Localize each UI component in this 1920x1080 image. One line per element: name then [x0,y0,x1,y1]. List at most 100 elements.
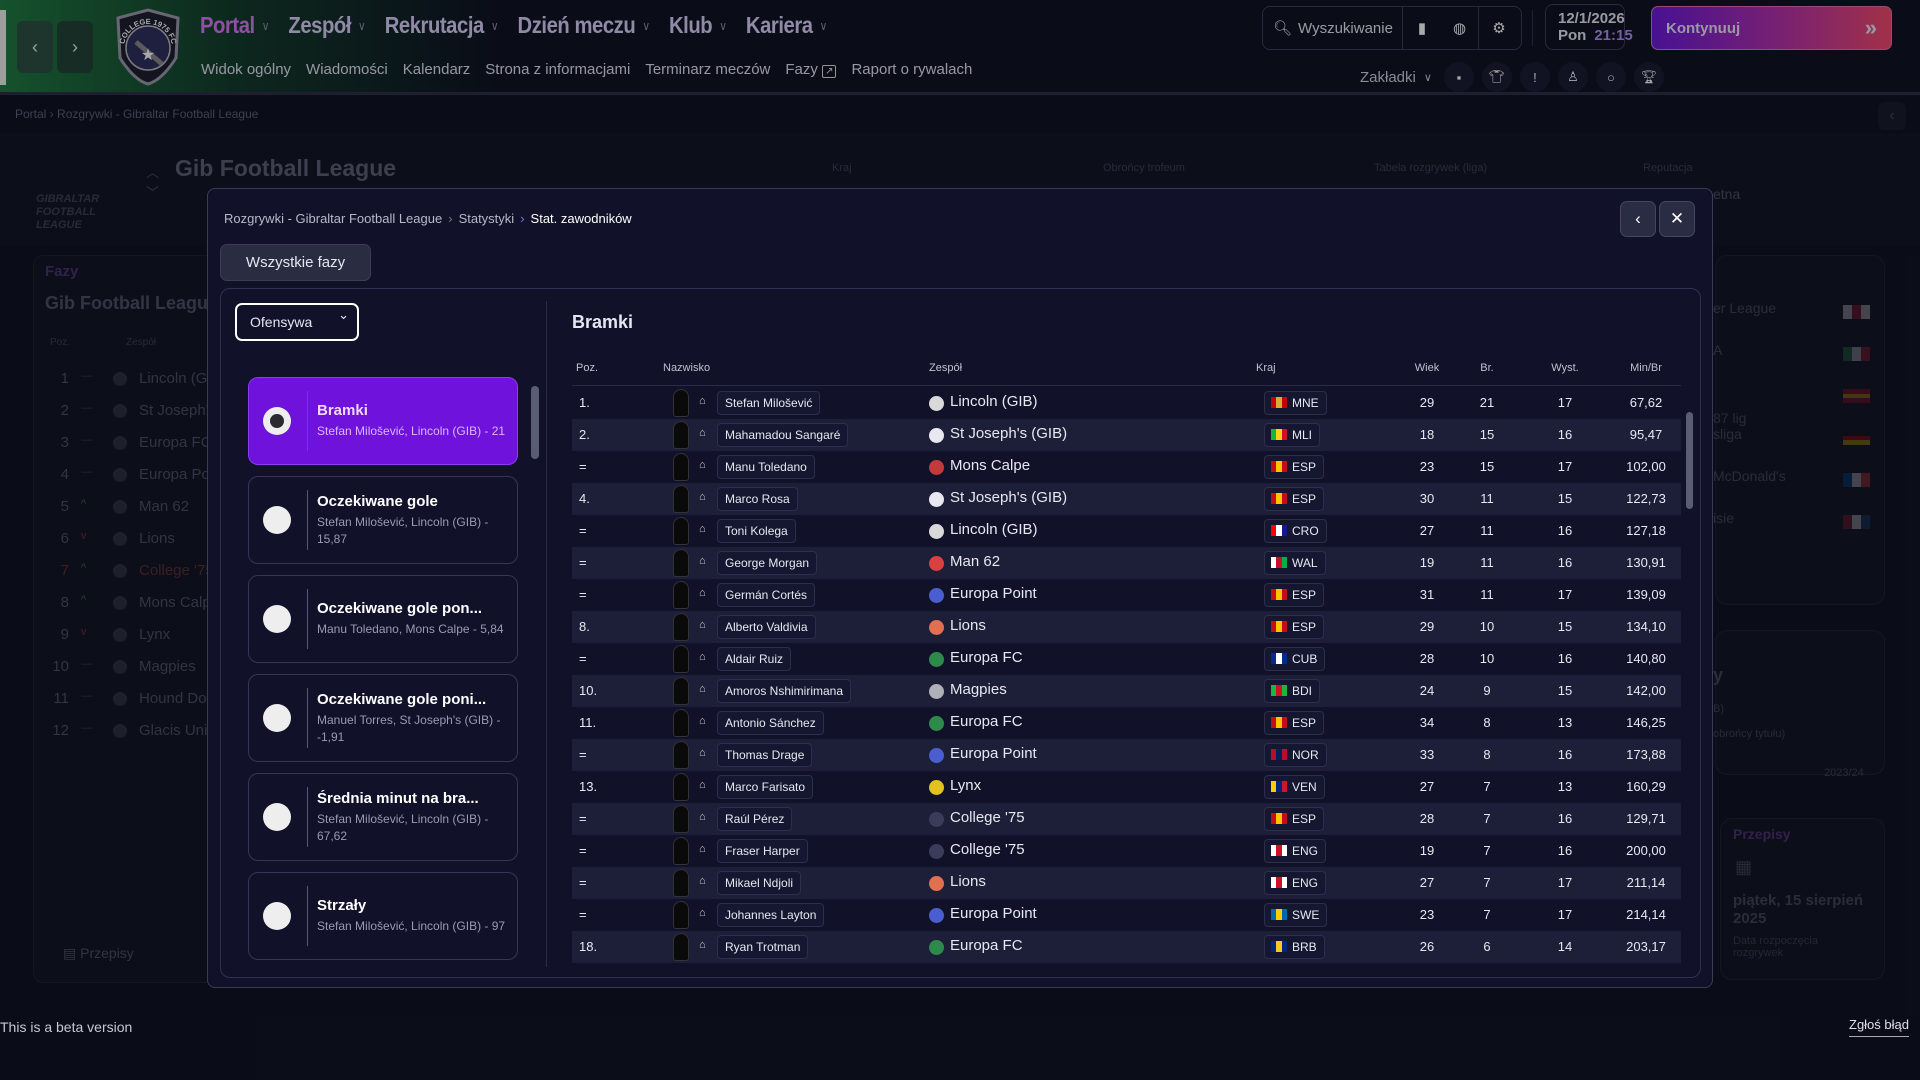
player-name-link[interactable]: Johannes Layton [717,903,825,927]
forward-button[interactable]: › [57,21,93,73]
stat-card[interactable]: Oczekiwane gole Stefan Milošević, Lincoln… [248,476,518,564]
table-scrollbar[interactable] [1686,412,1693,509]
stat-list-scrollbar[interactable] [531,386,539,459]
chat-icon[interactable]: ▪ [1443,62,1474,92]
header-nation[interactable]: Kraj [1256,362,1276,374]
stat-card[interactable]: Średnia minut na bra... Stefan Milošević,… [248,773,518,861]
player-profile-icon[interactable]: ⌂ [699,587,706,599]
subnav-item[interactable]: Raport o rywalach [851,61,972,78]
report-bug-link[interactable]: Zgłoś błąd [1849,1017,1909,1037]
table-row[interactable]: = ⌂ Manu Toledano Mons Calpe ESP 23 15 1… [572,451,1681,483]
player-profile-icon[interactable]: ⌂ [699,747,706,759]
rules-link[interactable]: ▤ Przepisy [63,945,134,961]
team-link[interactable]: College '75 [950,841,1025,858]
all-phases-button[interactable]: Wszystkie fazy [220,244,371,281]
modal-close-button[interactable]: ✕ [1659,201,1695,237]
chevron-down-icon[interactable]: ∨ [1423,71,1432,84]
player-name-link[interactable]: Marco Farisato [717,775,814,799]
header-age[interactable]: Wiek [1414,362,1440,374]
player-profile-icon[interactable]: ⌂ [699,491,706,503]
nation-link[interactable]: NOR [1264,743,1327,767]
subnav-item[interactable]: Strona z informacjami [485,61,630,78]
table-row[interactable]: 4. ⌂ Marco Rosa St Joseph's (GIB) ESP 30… [572,483,1681,515]
player-profile-icon[interactable]: ⌂ [699,715,706,727]
continue-button[interactable]: Kontynuuj » [1651,6,1892,50]
league-item[interactable]: isie [1713,510,1735,526]
nation-link[interactable]: VEN [1264,775,1325,799]
player-profile-icon[interactable]: ⌂ [699,555,706,567]
nation-link[interactable]: ENG [1264,871,1327,895]
radio-button[interactable] [263,803,291,831]
trophy-icon[interactable]: 🏆︎ [1633,62,1664,92]
bg-table-row[interactable]: 6 v Lions [45,530,175,547]
player-profile-icon[interactable]: ⌂ [699,619,706,631]
player-name-link[interactable]: Stefan Milošević [717,391,821,415]
team-link[interactable]: Mons Calpe [950,457,1031,474]
league-item[interactable]: er League [1713,300,1777,316]
table-row[interactable]: = ⌂ Fraser Harper College '75 ENG 19 7 1… [572,835,1681,867]
player-name-link[interactable]: Fraser Harper [717,839,808,863]
table-row[interactable]: = ⌂ Johannes Layton Europa Point SWE 23 … [572,899,1681,931]
league-item[interactable]: McDonald's [1713,468,1786,484]
alert-icon[interactable]: ! [1519,62,1550,92]
bg-table-row[interactable]: 8 ^ Mons Calpe [45,594,219,611]
subnav-item[interactable]: Kalendarz [403,61,471,78]
table-row[interactable]: = ⌂ Thomas Drage Europa Point NOR 33 8 1… [572,739,1681,771]
radio-button[interactable] [263,902,291,930]
player-profile-icon[interactable]: ⌂ [699,651,706,663]
nation-link[interactable]: SWE [1264,903,1328,927]
bookmark-icon[interactable]: ▮ [1417,20,1427,37]
team-link[interactable]: Magpies [950,681,1007,698]
nation-link[interactable]: ESP [1264,487,1325,511]
team-link[interactable]: Europa FC [950,713,1023,730]
header-goals[interactable]: Br. [1480,362,1494,374]
nav-0[interactable]: Portal ∨ [200,12,270,39]
table-row[interactable]: 8. ⌂ Alberto Valdivia Lions ESP 29 10 15… [572,611,1681,643]
category-select[interactable]: Ofensywa ⌄ [235,303,359,341]
team-link[interactable]: Europa FC [950,649,1023,666]
date-display[interactable]: 12/1/2026 Pon 21:15 [1545,4,1633,50]
nav-5[interactable]: Kariera ∨ [746,12,827,39]
header-name[interactable]: Nazwisko [663,362,711,374]
player-name-link[interactable]: Manu Toledano [717,455,815,479]
shirt-icon[interactable]: 👕︎ [1481,62,1512,92]
header-team[interactable]: Zespół [929,362,963,374]
table-row[interactable]: 18. ⌂ Ryan Trotman Europa FC BRB 26 6 14… [572,931,1681,963]
team-link[interactable]: Europa Point [950,585,1037,602]
collapse-panel-button[interactable]: ‹ [1878,102,1906,130]
nation-link[interactable]: MLI [1264,423,1321,447]
nation-link[interactable]: ENG [1264,839,1327,863]
team-link[interactable]: Lincoln (GIB) [950,521,1038,538]
player-profile-icon[interactable]: ⌂ [699,939,706,951]
table-row[interactable]: = ⌂ George Morgan Man 62 WAL 19 11 16 13… [572,547,1681,579]
team-link[interactable]: Lincoln (GIB) [950,393,1038,410]
player-name-link[interactable]: Antonio Sánchez [717,711,824,735]
table-row[interactable]: = ⌂ Aldair Ruiz Europa FC CUB 28 10 16 1… [572,643,1681,675]
team-link[interactable]: Lions [950,873,986,890]
nation-link[interactable]: ESP [1264,455,1325,479]
stat-card[interactable]: Oczekiwane gole poni... Manuel Torres, St… [248,674,518,762]
bg-table-row[interactable]: 5 ^ Man 62 [45,498,189,515]
table-row[interactable]: = ⌂ Raúl Pérez College '75 ESP 28 7 16 1… [572,803,1681,835]
table-row[interactable]: 10. ⌂ Amoros Nshimirimana Magpies BDI 24… [572,675,1681,707]
nation-link[interactable]: BDI [1264,679,1321,703]
nation-link[interactable]: ESP [1264,583,1325,607]
player-profile-icon[interactable]: ⌂ [699,395,706,407]
bg-table-row[interactable]: 11 — Hound Dogs [45,690,222,707]
player-profile-icon[interactable]: ⌂ [699,523,706,535]
radio-button[interactable] [263,407,291,435]
bg-table-row[interactable]: 3 — Europa FC [45,434,212,451]
search-button[interactable]: 🔍︎ Wyszukiwanie [1263,7,1403,49]
player-profile-icon[interactable]: ⌂ [699,459,706,471]
nav-1[interactable]: Zespół ∨ [288,12,365,39]
table-row[interactable]: 13. ⌂ Marco Farisato Lynx VEN 27 7 13 16… [572,771,1681,803]
gear-icon[interactable]: ⚙ [1492,20,1506,37]
team-link[interactable]: St Joseph's (GIB) [950,489,1068,506]
league-switch-arrows[interactable]: ︿ ﹀ [146,165,160,200]
header-pos[interactable]: Poz. [576,362,599,374]
team-link[interactable]: College '75 [950,809,1025,826]
stat-card[interactable]: Oczekiwane gole pon... Manu Toledano, Mon… [248,575,518,663]
player-name-link[interactable]: Germán Cortés [717,583,816,607]
nav-3[interactable]: Dzień meczu ∨ [518,12,651,39]
stat-card[interactable]: Strzały Stefan Milošević, Lincoln (GIB) -… [248,872,518,960]
